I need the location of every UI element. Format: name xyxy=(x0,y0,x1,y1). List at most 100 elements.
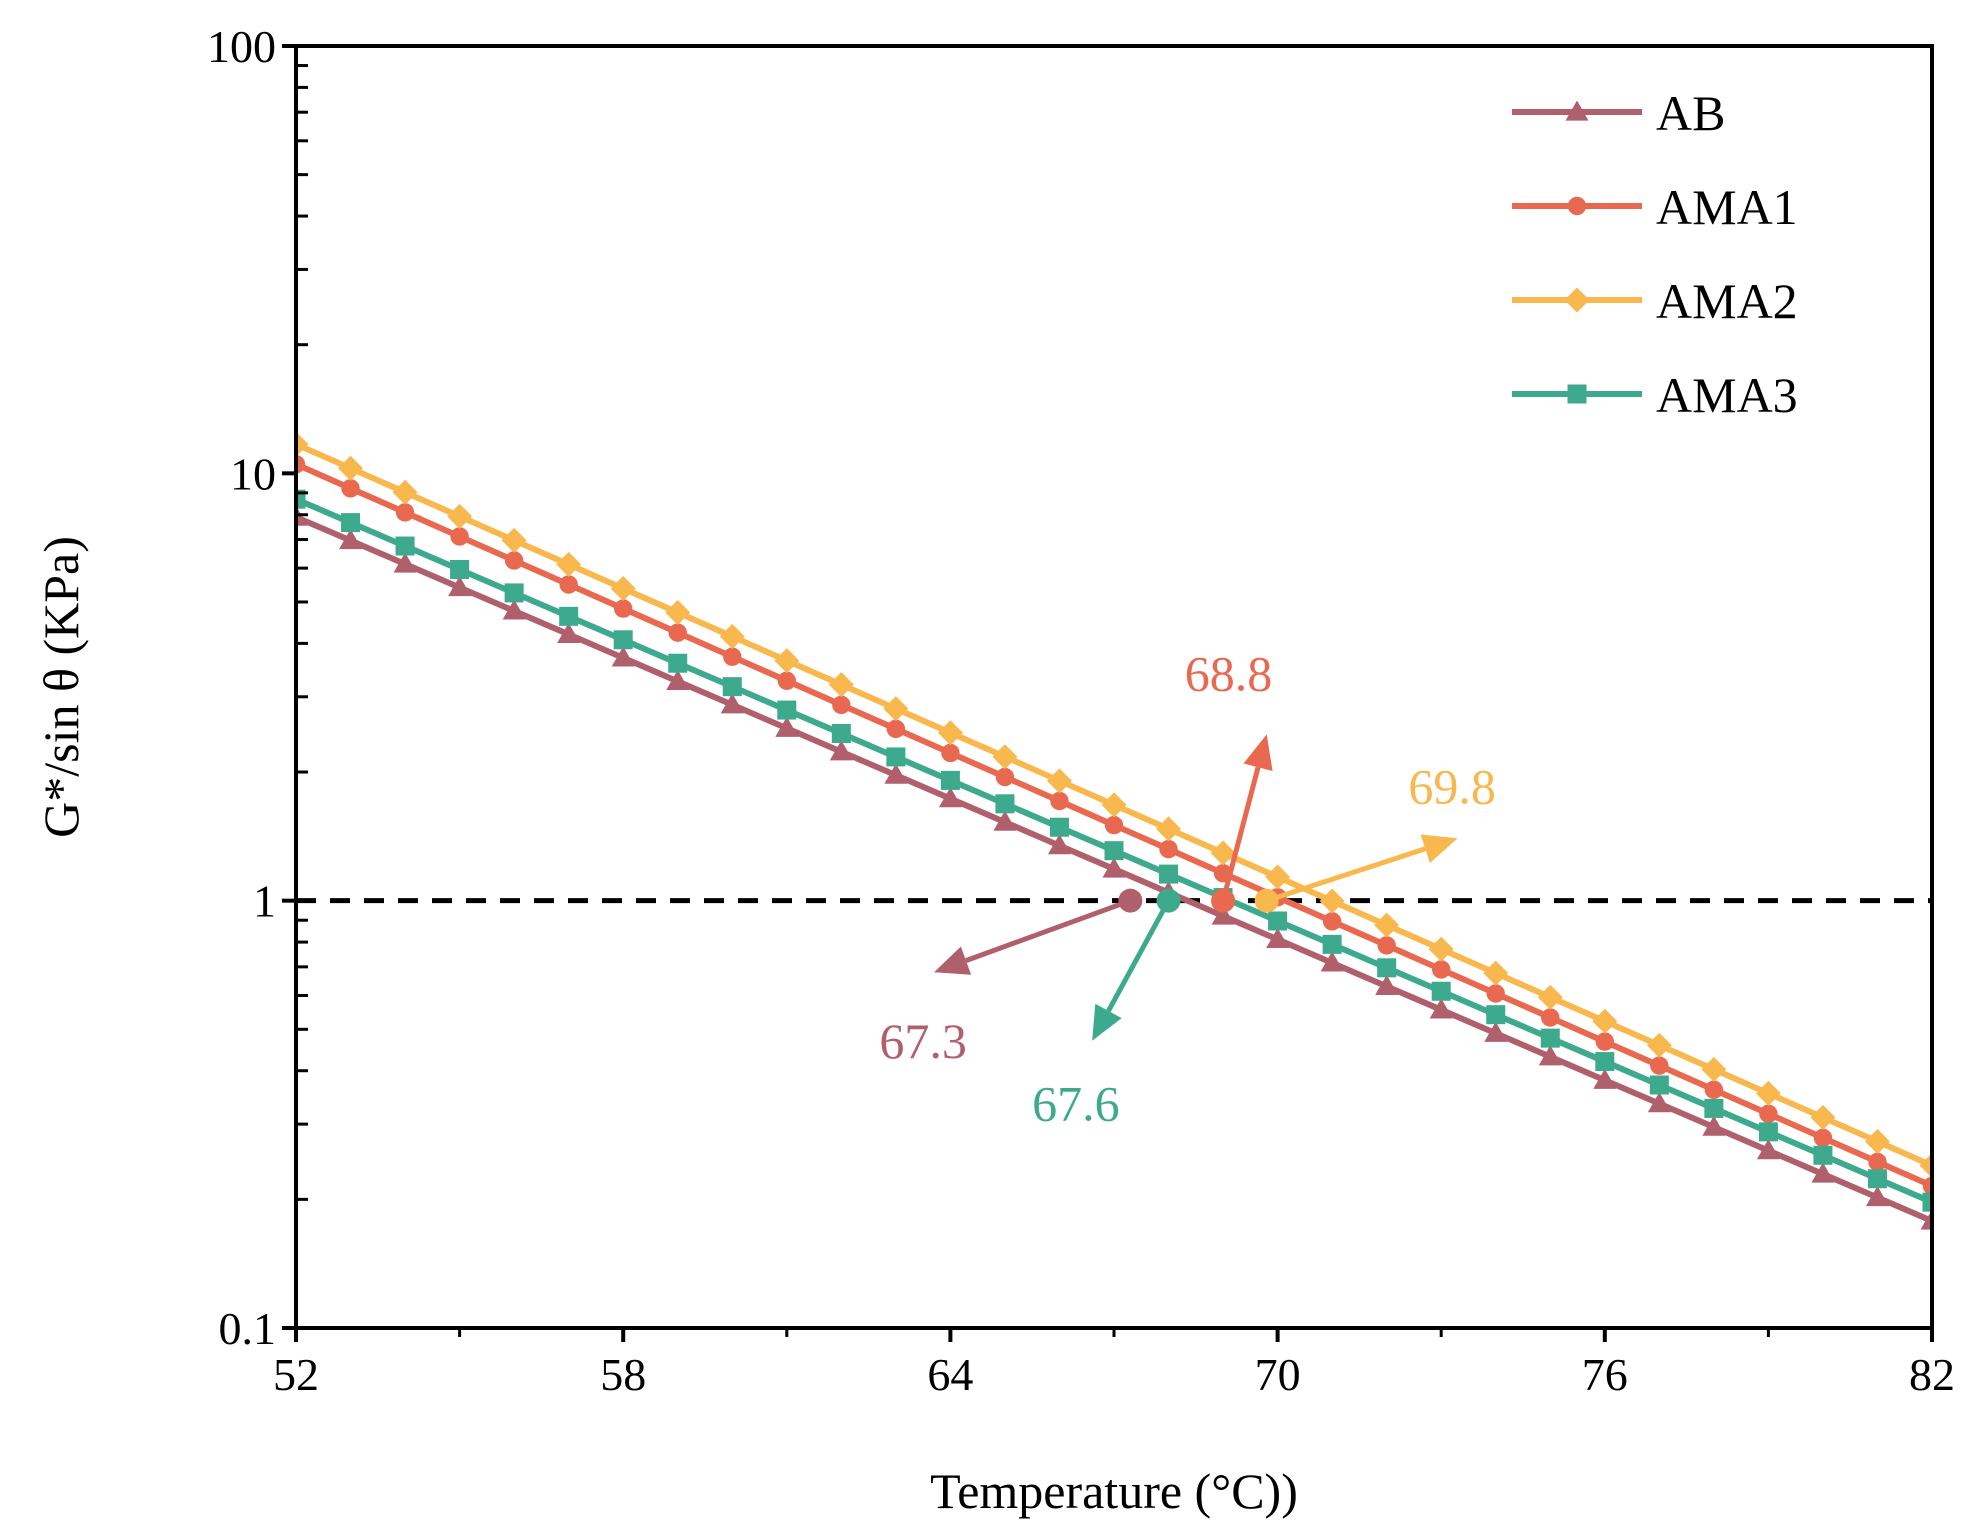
data-point-ab xyxy=(666,669,690,690)
data-point-ama3 xyxy=(1813,1145,1833,1165)
series-ama3 xyxy=(296,489,1932,1212)
data-point-ama2 xyxy=(1864,1128,1890,1154)
annotation-arrow-head xyxy=(1420,834,1458,864)
data-point-ama1 xyxy=(559,575,578,594)
data-point-ama2 xyxy=(296,431,309,457)
data-point-ama3 xyxy=(777,700,797,720)
data-point-ab xyxy=(1047,834,1071,855)
data-point-ama2 xyxy=(447,503,473,529)
data-point-ama2 xyxy=(1265,864,1291,890)
data-point-ab xyxy=(1484,1021,1508,1042)
annotation-ama3: 67.6 xyxy=(1032,888,1181,1132)
data-point-ama3 xyxy=(831,724,851,744)
annotation-ab: 67.3 xyxy=(879,888,1143,1069)
data-point-ama3 xyxy=(1104,841,1124,861)
data-point-ama1 xyxy=(886,719,906,739)
data-point-ab xyxy=(1211,904,1235,925)
data-point-ama3 xyxy=(1268,911,1288,931)
data-point-ab xyxy=(502,599,526,620)
data-point-ab xyxy=(1320,951,1344,972)
data-point-ama1 xyxy=(450,527,469,546)
data-point-ab xyxy=(393,552,417,573)
annotation-arrow-line xyxy=(965,898,1132,963)
data-point-ama2 xyxy=(883,696,909,722)
data-point-ama3 xyxy=(722,677,742,697)
annotation-label-ab: 67.3 xyxy=(879,1013,967,1069)
data-point-ama1 xyxy=(504,551,524,570)
data-point-ama3 xyxy=(341,513,361,533)
data-point-ama2 xyxy=(392,479,418,505)
data-point-ama2 xyxy=(1755,1080,1781,1106)
legend-label: AMA3 xyxy=(1656,367,1798,423)
data-point-ama3 xyxy=(1867,1169,1887,1189)
data-point-ama2 xyxy=(1919,1153,1932,1179)
data-point-ab xyxy=(1375,974,1399,995)
data-point-ama1 xyxy=(941,743,960,763)
data-point-ama1 xyxy=(1650,1056,1669,1075)
data-point-ama3 xyxy=(1049,817,1069,837)
data-point-ab xyxy=(339,529,363,550)
y-tick-label: 0.1 xyxy=(219,1303,277,1354)
x-axis-title: Temperature (°C)) xyxy=(930,1463,1298,1519)
data-point-ama3 xyxy=(1540,1028,1560,1048)
data-point-ab xyxy=(611,646,635,667)
data-point-ab xyxy=(775,716,799,737)
data-point-ama3 xyxy=(1758,1122,1778,1142)
data-point-ama1 xyxy=(1432,960,1451,979)
legend-marker xyxy=(1564,287,1590,313)
data-point-ama2 xyxy=(1374,912,1400,938)
data-point-ama3 xyxy=(1486,1005,1506,1025)
data-point-ama2 xyxy=(992,744,1018,770)
data-point-ama1 xyxy=(777,671,796,690)
data-point-ama1 xyxy=(1050,791,1069,811)
data-point-ama1 xyxy=(1922,1176,1932,1196)
data-point-ama2 xyxy=(1537,984,1563,1010)
annotation-arrow-line xyxy=(1265,846,1427,904)
data-point-ama3 xyxy=(450,559,470,579)
data-point-ama2 xyxy=(1810,1104,1836,1130)
data-point-ama3 xyxy=(1377,958,1397,978)
data-point-ama3 xyxy=(1704,1098,1724,1118)
annotation-label-ama3: 67.6 xyxy=(1032,1076,1120,1132)
data-point-ama1 xyxy=(1868,1152,1887,1172)
data-point-ama1 xyxy=(995,767,1015,787)
x-tick-label: 58 xyxy=(600,1349,646,1400)
data-point-ab xyxy=(1538,1045,1562,1066)
data-point-ab xyxy=(1702,1115,1726,1136)
data-point-ama1 xyxy=(1486,984,1505,1003)
data-point-ab xyxy=(1647,1092,1671,1113)
x-tick-label: 76 xyxy=(1582,1349,1628,1400)
x-tick-label: 70 xyxy=(1255,1349,1301,1400)
data-point-ab xyxy=(1593,1068,1617,1089)
data-point-ab xyxy=(1429,998,1453,1019)
annotation-arrow-head xyxy=(1243,734,1273,772)
data-point-ama2 xyxy=(1428,936,1454,962)
data-point-ama3 xyxy=(1431,981,1451,1001)
data-point-ama2 xyxy=(1210,840,1236,866)
legend-label: AMA1 xyxy=(1656,179,1798,235)
data-point-ama2 xyxy=(610,575,636,601)
data-point-ab xyxy=(1811,1162,1835,1183)
data-point-ab xyxy=(938,787,962,808)
annotation-label-ama1: 68.8 xyxy=(1185,646,1273,702)
data-point-ama2 xyxy=(338,455,364,481)
data-point-ama1 xyxy=(1377,936,1396,955)
data-point-ama1 xyxy=(1322,912,1342,931)
y-tick-label: 10 xyxy=(230,448,276,499)
data-point-ama3 xyxy=(504,583,524,603)
data-point-ama3 xyxy=(395,536,415,556)
data-point-ama1 xyxy=(832,695,851,715)
data-point-ama2 xyxy=(828,672,854,698)
data-point-ama1 xyxy=(1704,1080,1724,1099)
legend-item-ab: AB xyxy=(1512,85,1725,141)
data-point-ama3 xyxy=(1595,1052,1615,1072)
data-point-ab xyxy=(1920,1209,1932,1230)
y-tick-label: 100 xyxy=(207,21,276,72)
data-point-ama1 xyxy=(395,503,415,522)
data-point-ama3 xyxy=(886,747,906,767)
data-point-ama2 xyxy=(1592,1008,1618,1034)
series-ama1 xyxy=(296,455,1932,1196)
data-point-ama2 xyxy=(501,527,527,553)
data-point-ab xyxy=(448,575,472,597)
